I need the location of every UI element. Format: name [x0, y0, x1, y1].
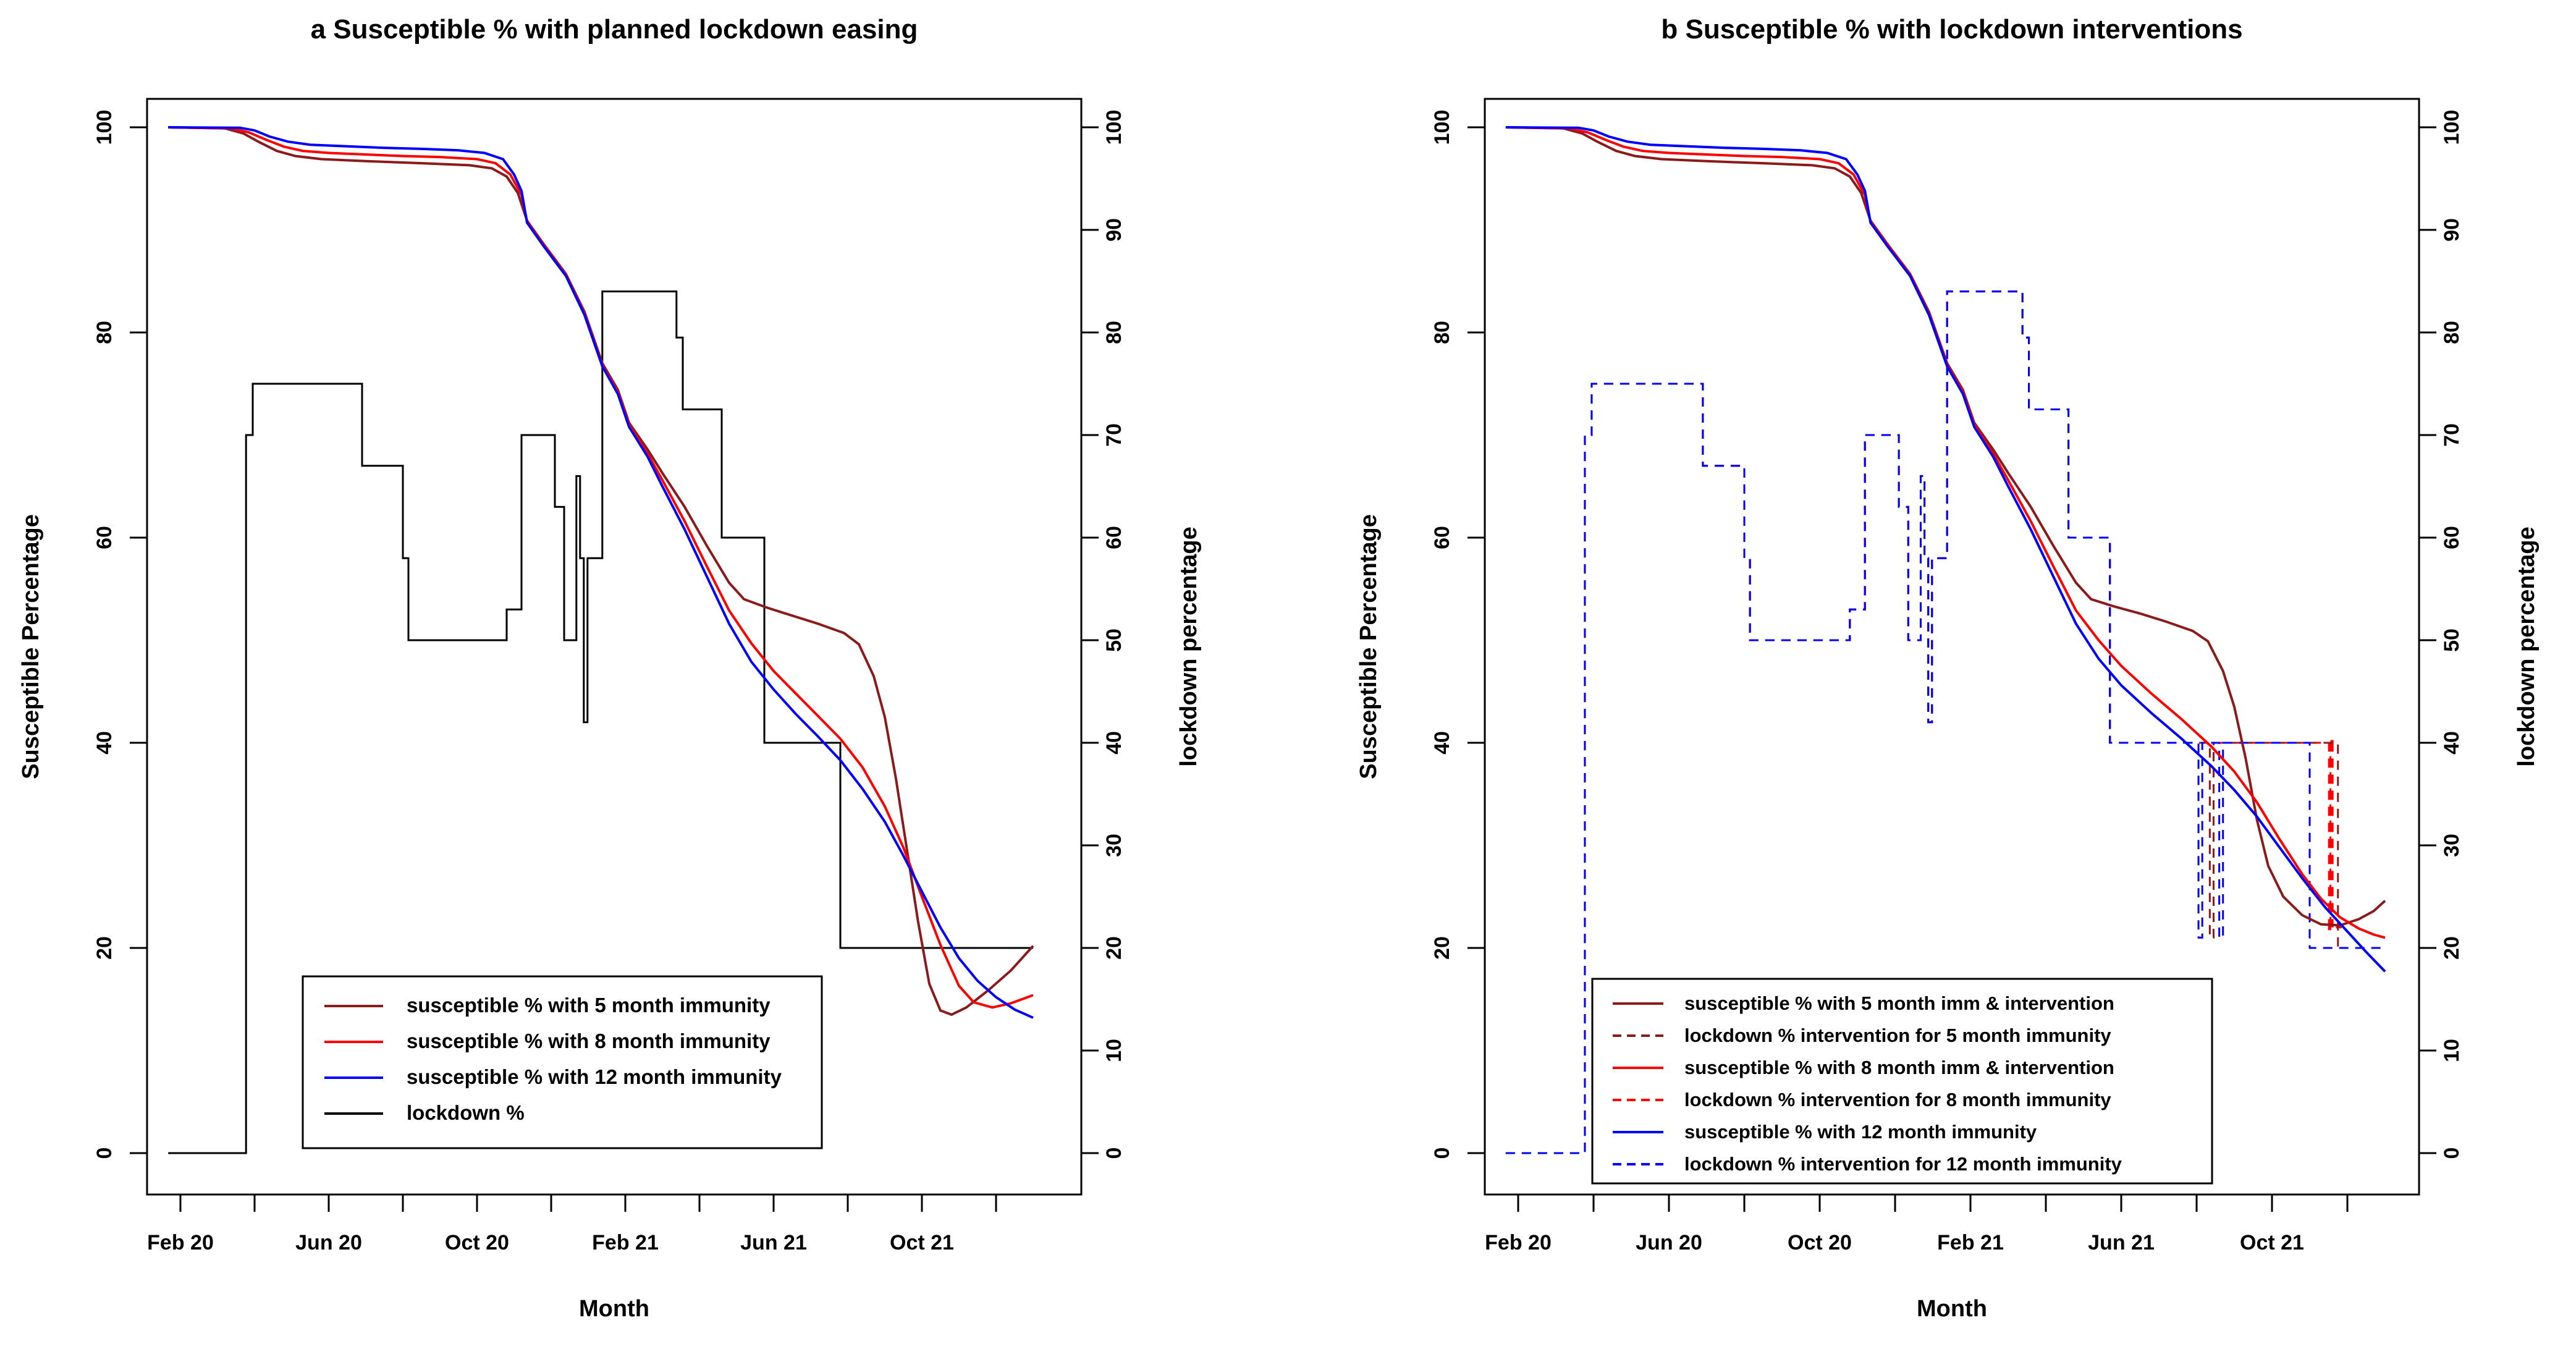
y-right-tick-label-a: 0	[1102, 1148, 1126, 1159]
y-left-tick-label-b: 80	[1430, 321, 1454, 344]
legend-label-b: susceptible % with 12 month immunity	[1684, 1121, 2037, 1143]
y-left-axis-title-b: Susceptible Percentage	[1356, 514, 1382, 779]
x-tick-label-b: Oct 20	[1788, 1231, 1852, 1254]
x-axis-title-a: Month	[579, 1296, 649, 1322]
y-left-tick-label-a: 80	[93, 321, 116, 344]
x-tick-label-b: Jun 20	[1636, 1231, 1702, 1254]
x-tick-label-b: Feb 20	[1485, 1231, 1552, 1254]
y-left-tick-label-b: 100	[1430, 110, 1454, 145]
series-susceptible-with-8-month-immunity-a	[168, 126, 1034, 1009]
y-right-tick-label-a: 100	[1102, 110, 1126, 145]
y-right-tick-label-a: 70	[1102, 423, 1126, 447]
x-tick-label-b: Feb 21	[1937, 1231, 2004, 1254]
y-right-tick-label-b: 30	[2440, 834, 2464, 857]
y-left-tick-label-b: 20	[1430, 936, 1454, 960]
y-right-tick-label-a: 50	[1102, 628, 1126, 652]
y-right-tick-label-a: 60	[1102, 526, 1126, 549]
legend-label-a: susceptible % with 8 month immunity	[407, 1030, 771, 1052]
y-right-tick-label-b: 60	[2440, 526, 2464, 549]
legend-label-b: lockdown % intervention for 8 month immu…	[1684, 1089, 2111, 1110]
y-right-tick-label-a: 40	[1102, 731, 1126, 755]
y-left-tick-label-a: 100	[93, 110, 116, 145]
legend-label-a: susceptible % with 5 month immunity	[407, 994, 771, 1017]
y-right-axis-title-b: lockdown percentage	[2514, 526, 2540, 767]
x-tick-label-b: Oct 21	[2240, 1231, 2304, 1254]
series-lockdown--a	[168, 290, 1033, 1154]
x-axis-title-b: Month	[1917, 1296, 1987, 1322]
panel-title-b: b Susceptible % with lockdown interventi…	[1661, 14, 2242, 44]
plot-box-a	[146, 98, 1083, 1196]
y-right-axis-title-a: lockdown percentage	[1176, 526, 1202, 767]
plot-box-b	[1484, 98, 2420, 1196]
y-left-tick-label-a: 0	[93, 1148, 116, 1159]
legend-label-b: lockdown % intervention for 5 month immu…	[1684, 1025, 2111, 1046]
x-tick-label-a: Oct 21	[890, 1231, 954, 1254]
y-right-tick-label-a: 20	[1102, 936, 1126, 960]
y-left-tick-label-a: 20	[93, 936, 116, 960]
legend-label-b: susceptible % with 8 month imm & interve…	[1684, 1057, 2114, 1078]
y-left-tick-label-b: 40	[1430, 731, 1454, 755]
y-right-tick-label-a: 80	[1102, 321, 1126, 344]
series-lockdown-intervention-for-12-month-immunity-b	[1505, 290, 2385, 1154]
y-right-tick-label-b: 50	[2440, 628, 2464, 652]
y-left-tick-label-b: 0	[1430, 1148, 1454, 1159]
y-right-tick-label-b: 20	[2440, 936, 2464, 960]
x-tick-label-a: Oct 20	[445, 1231, 509, 1254]
y-right-tick-label-a: 30	[1102, 834, 1126, 857]
x-tick-label-b: Jun 21	[2088, 1231, 2155, 1254]
legend-label-a: susceptible % with 12 month immunity	[407, 1065, 782, 1088]
legend-box-b	[1591, 978, 2213, 1185]
series-susceptible-with-5-month-imm-intervention-b	[1505, 126, 2386, 927]
x-tick-label-a: Feb 20	[147, 1231, 214, 1254]
legend-label-b: lockdown % intervention for 12 month imm…	[1684, 1153, 2122, 1175]
series-susceptible-with-8-month-imm-intervention-b	[1505, 126, 2386, 939]
y-left-tick-label-b: 60	[1430, 526, 1454, 549]
series-susceptible-with-12-month-immunity-b	[1505, 126, 2386, 973]
y-left-tick-label-a: 40	[93, 731, 116, 755]
y-right-tick-label-b: 40	[2440, 731, 2464, 755]
y-right-tick-label-b: 10	[2440, 1039, 2464, 1062]
legend-box-a	[302, 975, 823, 1149]
y-right-tick-label-a: 90	[1102, 218, 1126, 242]
y-right-tick-label-b: 70	[2440, 423, 2464, 447]
y-right-tick-label-b: 100	[2440, 110, 2464, 145]
series-susceptible-with-5-month-immunity-a	[168, 126, 1034, 1017]
y-right-tick-label-b: 90	[2440, 218, 2464, 242]
legend-label-a: lockdown %	[407, 1101, 525, 1124]
legend-label-b: susceptible % with 5 month imm & interve…	[1684, 992, 2114, 1014]
y-right-tick-label-b: 80	[2440, 321, 2464, 344]
y-left-axis-title-a: Susceptible Percentage	[18, 514, 44, 779]
series-susceptible-with-12-month-immunity-a	[168, 126, 1034, 1019]
panel-title-a: a Susceptible % with planned lockdown ea…	[311, 14, 918, 44]
x-tick-label-a: Feb 21	[592, 1231, 659, 1254]
y-right-tick-label-b: 0	[2440, 1148, 2464, 1159]
y-left-tick-label-a: 60	[93, 526, 116, 549]
x-tick-label-a: Jun 21	[740, 1231, 807, 1254]
y-right-tick-label-a: 10	[1102, 1039, 1126, 1062]
x-tick-label-a: Jun 20	[295, 1231, 362, 1254]
